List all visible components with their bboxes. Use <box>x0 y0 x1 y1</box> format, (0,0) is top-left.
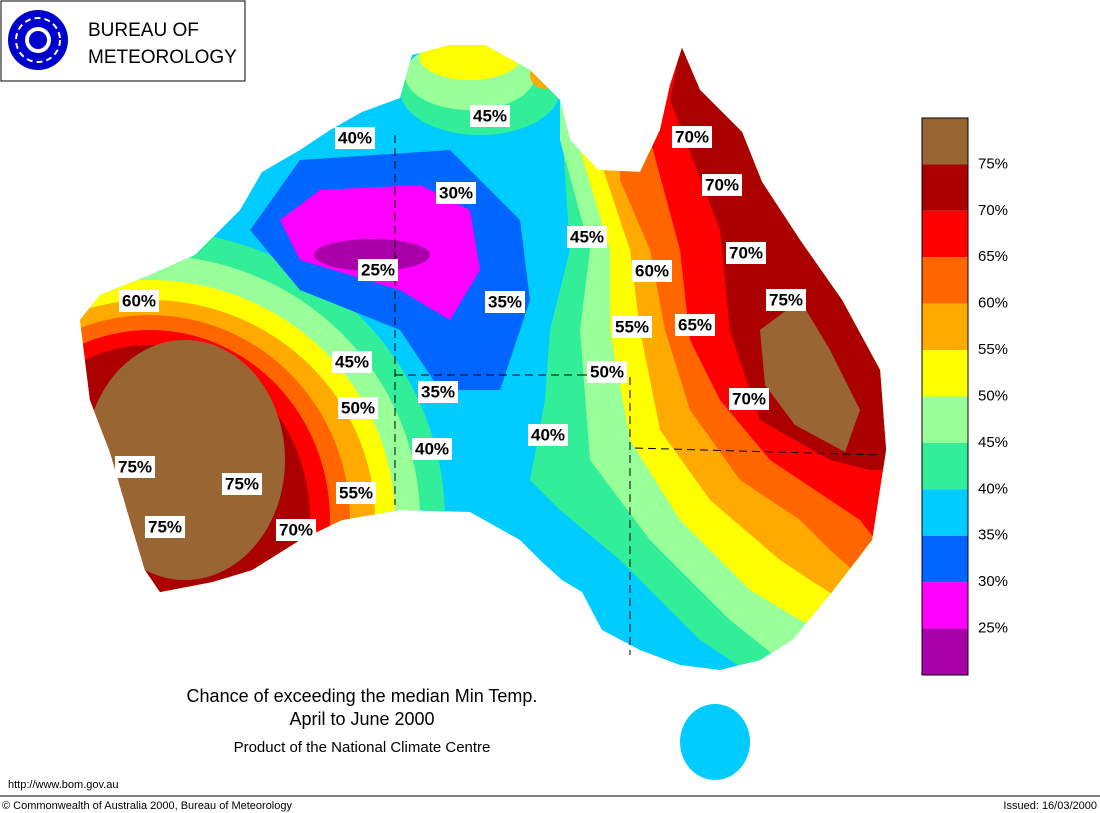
legend-label: 40% <box>978 480 1008 497</box>
contour-label: 45% <box>570 227 604 246</box>
contour-label: 40% <box>531 425 565 444</box>
contour-label: 75% <box>148 517 182 536</box>
label-box <box>334 127 376 149</box>
contour-label: 70% <box>705 175 739 194</box>
legend-swatch <box>922 535 968 583</box>
contour-labels: 40% 45% 30% 25% 35% 45% 60% 55% 50% 45% 35% 50% 40% 4… <box>114 105 807 541</box>
label-box <box>417 381 459 403</box>
band <box>760 300 860 452</box>
band <box>85 340 285 580</box>
contour-label: 70% <box>729 243 763 262</box>
label-box <box>631 260 673 282</box>
label-box <box>611 316 653 338</box>
legend-label: 75% <box>978 155 1008 172</box>
label-box <box>118 290 160 312</box>
legend-swatch <box>922 350 968 397</box>
copyright: © Commonwealth of Australia 2000, Bureau… <box>2 800 292 812</box>
legend-swatch <box>922 442 968 490</box>
label-box <box>275 519 317 541</box>
contour-label: 45% <box>473 106 507 125</box>
caption-title: April to June 2000 <box>289 709 434 729</box>
contour-label: 75% <box>225 474 259 493</box>
legend-border <box>921 117 969 676</box>
contour-label: 70% <box>279 520 313 539</box>
legend-label: 65% <box>978 248 1008 265</box>
legend-swatch <box>922 210 968 258</box>
contour-label: 45% <box>335 352 369 371</box>
caption-title: Chance of exceeding the median Min Temp. <box>187 686 538 706</box>
label-box <box>701 174 743 196</box>
legend-swatch <box>922 303 968 351</box>
legend-label: 45% <box>978 434 1008 451</box>
contour-label: 35% <box>421 382 455 401</box>
issued: Issued: 16/03/2000 <box>1003 800 1097 812</box>
contour-label: 60% <box>635 261 669 280</box>
legend-label: 70% <box>978 202 1008 219</box>
label-box <box>728 388 770 410</box>
legend-swatch <box>922 628 968 675</box>
contour-label: 75% <box>769 290 803 309</box>
band <box>530 61 560 89</box>
label-box <box>671 126 713 148</box>
label-box <box>221 473 263 495</box>
legend-label: 60% <box>978 295 1008 312</box>
label-box <box>765 289 807 311</box>
contour-label: 55% <box>615 317 649 336</box>
contour-label: 50% <box>341 398 375 417</box>
contour-label: 70% <box>675 127 709 146</box>
label-box <box>725 242 767 264</box>
label-box <box>144 516 186 538</box>
legend-label: 25% <box>978 620 1008 637</box>
contour-label: 35% <box>488 292 522 311</box>
contour-label: 50% <box>590 362 624 381</box>
legend: 75% 70% 65% 60% 55% 50% 45% 40% 35% 30% 25% <box>921 117 1008 676</box>
label-box <box>484 291 526 313</box>
contour-label: 40% <box>338 128 372 147</box>
caption-product: Product of the National Climate Centre <box>234 739 491 756</box>
header-line: BUREAU OF <box>88 20 199 41</box>
label-box <box>527 424 569 446</box>
label-box <box>469 105 511 127</box>
label-box <box>337 397 379 419</box>
header-line: METEOROLOGY <box>88 47 237 68</box>
label-box <box>114 456 156 478</box>
contour-label: 55% <box>339 483 373 502</box>
legend-swatch <box>922 582 968 629</box>
legend-swatch <box>922 257 968 304</box>
legend-swatch <box>922 489 968 536</box>
contour-label: 40% <box>415 439 449 458</box>
contour-label: 65% <box>678 315 712 334</box>
contour-label: 30% <box>439 183 473 202</box>
url[interactable]: http://www.bom.gov.au <box>8 779 118 791</box>
label-box <box>674 314 716 336</box>
label-box <box>331 351 373 373</box>
state-borders <box>394 135 881 655</box>
contour-label: 75% <box>118 457 152 476</box>
label-box <box>357 259 399 281</box>
contour-label: 60% <box>122 291 156 310</box>
band <box>314 239 430 271</box>
contour-label: 70% <box>732 389 766 408</box>
band <box>420 45 520 80</box>
legend-label: 55% <box>978 341 1008 358</box>
legend-label: 50% <box>978 387 1008 404</box>
header-box <box>0 0 246 82</box>
label-box <box>586 361 628 383</box>
label-box <box>335 482 377 504</box>
legend-label: 30% <box>978 573 1008 590</box>
logo <box>8 10 68 70</box>
legend-swatch <box>922 396 968 443</box>
legend-label: 35% <box>978 527 1008 544</box>
label-box <box>566 226 608 248</box>
legend-swatch <box>922 118 968 165</box>
label-box <box>411 438 453 460</box>
label-box <box>435 182 477 204</box>
contour-label: 25% <box>361 260 395 279</box>
legend-swatch <box>922 164 968 211</box>
